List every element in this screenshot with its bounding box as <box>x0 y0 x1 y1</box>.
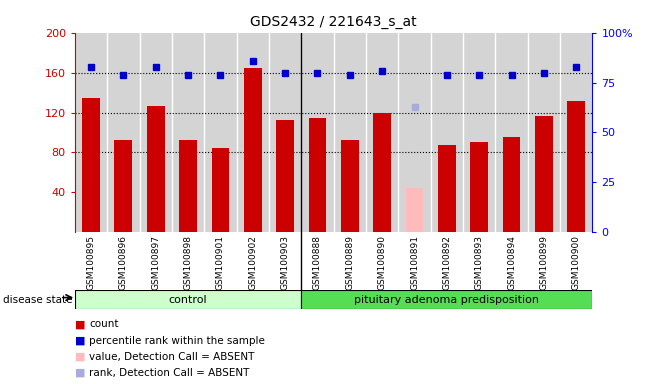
Bar <box>236 33 269 232</box>
Bar <box>333 33 366 232</box>
Text: GSM100892: GSM100892 <box>442 235 451 290</box>
Text: percentile rank within the sample: percentile rank within the sample <box>89 336 265 346</box>
Text: GSM100903: GSM100903 <box>281 235 290 290</box>
Text: ■: ■ <box>75 368 85 378</box>
Bar <box>179 141 197 232</box>
Text: GSM100891: GSM100891 <box>410 235 419 290</box>
Text: GSM100890: GSM100890 <box>378 235 387 290</box>
Text: GSM100898: GSM100898 <box>184 235 193 290</box>
Bar <box>244 68 262 232</box>
Text: GSM100895: GSM100895 <box>87 235 96 290</box>
Bar <box>172 33 204 232</box>
Text: ■: ■ <box>75 319 85 329</box>
Bar <box>431 33 463 232</box>
Title: GDS2432 / 221643_s_at: GDS2432 / 221643_s_at <box>251 15 417 29</box>
Text: GSM100894: GSM100894 <box>507 235 516 290</box>
Bar <box>373 113 391 232</box>
Bar <box>470 142 488 232</box>
Bar <box>309 118 326 232</box>
Text: rank, Detection Call = ABSENT: rank, Detection Call = ABSENT <box>89 368 249 378</box>
Bar <box>147 106 165 232</box>
Bar <box>438 146 456 232</box>
Bar <box>398 33 431 232</box>
Text: ■: ■ <box>75 336 85 346</box>
Bar <box>301 33 333 232</box>
Text: GSM100893: GSM100893 <box>475 235 484 290</box>
Text: GSM100901: GSM100901 <box>216 235 225 290</box>
Text: value, Detection Call = ABSENT: value, Detection Call = ABSENT <box>89 352 255 362</box>
Bar <box>535 116 553 232</box>
Bar <box>567 101 585 232</box>
Bar <box>139 33 172 232</box>
Bar <box>495 33 528 232</box>
Bar <box>204 33 236 232</box>
Bar <box>269 33 301 232</box>
Bar <box>366 33 398 232</box>
Text: GSM100897: GSM100897 <box>151 235 160 290</box>
Text: GSM100899: GSM100899 <box>540 235 548 290</box>
Text: pituitary adenoma predisposition: pituitary adenoma predisposition <box>354 295 539 305</box>
Bar <box>212 149 229 232</box>
Bar <box>75 33 107 232</box>
Bar <box>406 189 423 232</box>
Bar <box>503 137 520 232</box>
Bar <box>560 33 592 232</box>
Bar <box>341 141 359 232</box>
Bar <box>82 98 100 232</box>
Bar <box>276 119 294 232</box>
Text: GSM100902: GSM100902 <box>248 235 257 290</box>
Text: GSM100896: GSM100896 <box>119 235 128 290</box>
Text: GSM100900: GSM100900 <box>572 235 581 290</box>
Bar <box>463 33 495 232</box>
Bar <box>301 290 592 309</box>
Bar <box>107 33 139 232</box>
Text: GSM100888: GSM100888 <box>313 235 322 290</box>
Text: control: control <box>169 295 208 305</box>
Text: GSM100889: GSM100889 <box>345 235 354 290</box>
Bar <box>528 33 560 232</box>
Text: disease state: disease state <box>3 295 73 305</box>
Bar <box>115 141 132 232</box>
Bar <box>75 290 301 309</box>
Text: ■: ■ <box>75 352 85 362</box>
Text: count: count <box>89 319 118 329</box>
